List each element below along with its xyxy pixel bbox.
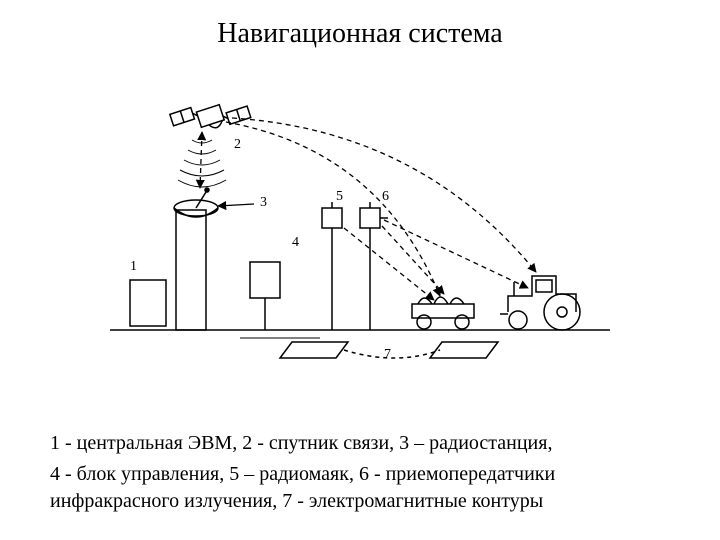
- label-1: 1: [130, 259, 137, 274]
- node-radiobeacon: [322, 202, 342, 330]
- legend-caption: 1 - центральная ЭВМ, 2 - спутник связи, …: [50, 430, 670, 519]
- legend-line-1: 1 - центральная ЭВМ, 2 - спутник связи, …: [50, 430, 670, 457]
- diagram-labels: 1 2 3 4 5 6 7: [130, 137, 391, 362]
- legend-line-2: 4 - блок управления, 5 – радиомаяк, 6 - …: [50, 461, 670, 515]
- label-5: 5: [336, 189, 343, 204]
- label-3: 3: [260, 195, 267, 210]
- node-ir-transceiver: [360, 202, 388, 330]
- label-7: 7: [384, 347, 391, 362]
- node-satellite: [170, 91, 251, 141]
- node-tractor: [500, 276, 580, 330]
- signal-waves: [178, 140, 226, 187]
- node-control-block: [250, 262, 280, 330]
- navigation-diagram: 1 2 3 4 5 6 7: [100, 70, 620, 390]
- label-6: 6: [382, 189, 389, 204]
- label-4: 4: [292, 235, 299, 250]
- label-2: 2: [234, 137, 241, 152]
- page-title: Навигационная система: [0, 18, 720, 50]
- node-cart: [412, 297, 474, 329]
- node-radio-dish: [174, 188, 218, 217]
- node-computer: [130, 280, 166, 326]
- node-tower: [176, 210, 206, 330]
